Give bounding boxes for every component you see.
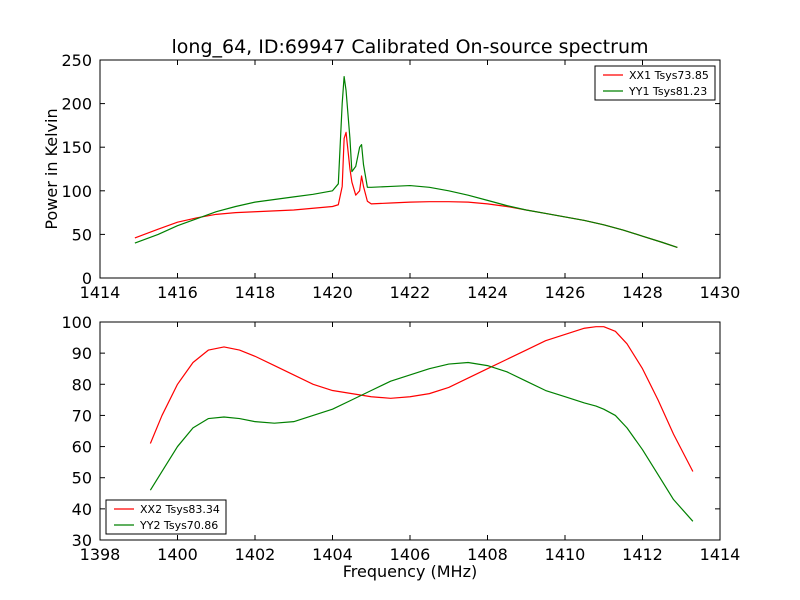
y-tick-label: 80: [72, 375, 92, 394]
x-tick-label: 1400: [157, 545, 198, 564]
x-tick-label: 1398: [80, 545, 121, 564]
y-tick-label: 200: [61, 95, 92, 114]
x-tick-label: 1416: [157, 283, 198, 302]
x-tick-label: 1412: [622, 545, 663, 564]
x-tick-label: 1404: [312, 545, 353, 564]
y-tick-label: 40: [72, 500, 92, 519]
legend-box: [594, 65, 716, 101]
y-tick-label: 50: [72, 469, 92, 488]
legend-label: XX2 Tsys83.34: [140, 503, 220, 516]
x-tick-label: 1430: [700, 283, 741, 302]
y-tick-label: 60: [72, 438, 92, 457]
y-axis-title: Power in Kelvin: [42, 108, 61, 229]
y-tick-label: 70: [72, 406, 92, 425]
x-tick-label: 1424: [467, 283, 508, 302]
x-tick-label: 1402: [235, 545, 276, 564]
legend: XX2 Tsys83.34 YY2 Tsys70.86: [105, 499, 227, 535]
y-tick-label: 30: [72, 531, 92, 550]
x-tick-label: 1406: [390, 545, 431, 564]
y-tick-label: 50: [72, 225, 92, 244]
series-line-1-2: [134, 75, 678, 249]
x-tick-label: 1428: [622, 283, 663, 302]
y-tick-label: 100: [61, 182, 92, 201]
y-tick-label: 90: [72, 344, 92, 363]
x-tick-label: 1414: [80, 283, 121, 302]
x-tick-label: 1420: [312, 283, 353, 302]
x-tick-label: 1408: [467, 545, 508, 564]
legend: XX1 Tsys73.85 YY1 Tsys81.23: [594, 65, 716, 101]
y-tick-label: 150: [61, 138, 92, 157]
legend-box: [105, 499, 227, 535]
y-tick-label: 0: [82, 269, 92, 288]
series-line-2-1: [149, 326, 694, 472]
legend-label: XX1 Tsys73.85: [629, 69, 709, 82]
x-tick-label: 1410: [545, 545, 586, 564]
x-tick-label: 1418: [235, 283, 276, 302]
figure-title: long_64, ID:69947 Calibrated On-source s…: [172, 36, 649, 58]
plots-container: 1414 1416 1418 1420 1422 1424 1426 1428 14300501…: [42, 51, 740, 581]
series-line-2-2: [149, 361, 694, 522]
x-tick-label: 1414: [700, 545, 741, 564]
x-tick-label: 1426: [545, 283, 586, 302]
y-tick-label: 100: [61, 313, 92, 332]
y-tick-label: 250: [61, 51, 92, 70]
x-tick-label: 1422: [390, 283, 431, 302]
x-axis-title: Frequency (MHz): [343, 562, 477, 581]
plot-2: 1398 1400 1402 1404 1406 1408 1410 1412 1414 30 40…: [61, 313, 740, 581]
legend-label: YY2 Tsys70.86: [139, 519, 218, 532]
legend-label: YY1 Tsys81.23: [628, 85, 707, 98]
plot-1: 1414 1416 1418 1420 1422 1424 1426 1428 1430 0 50 1…: [42, 51, 740, 302]
